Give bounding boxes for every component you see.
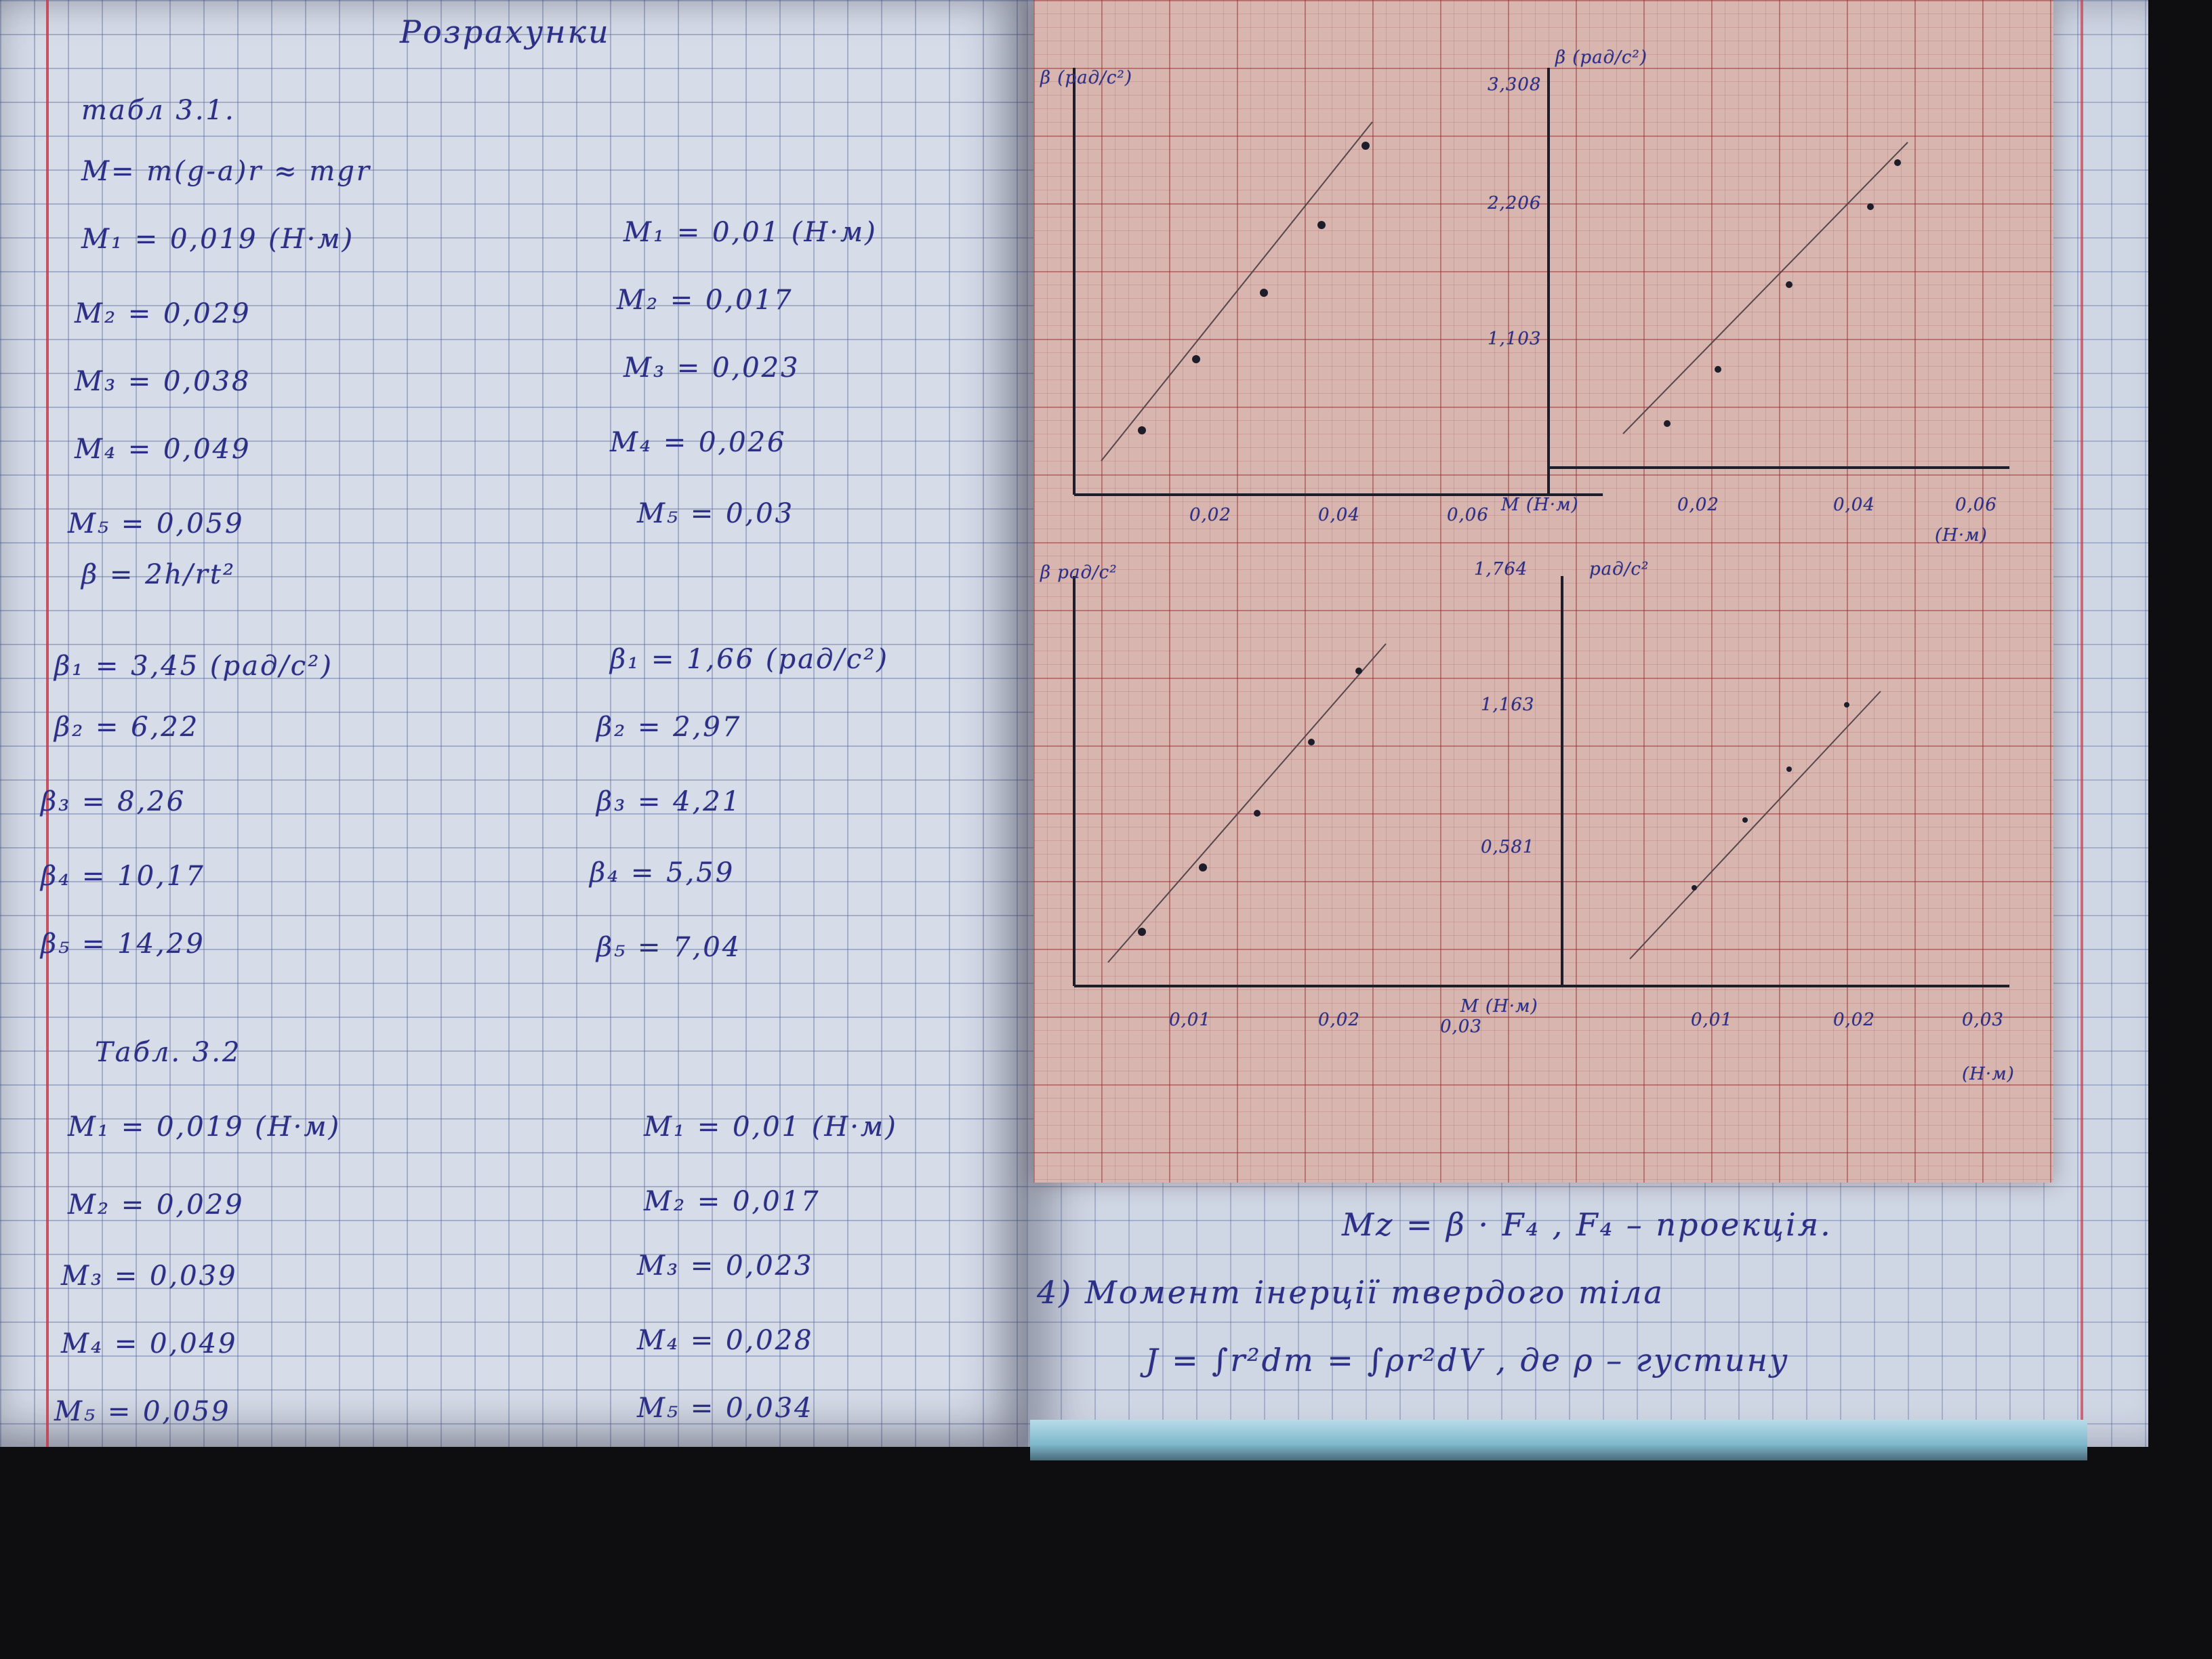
b1-row1: β₁ = 3,45 (рад/с²) [54,651,333,682]
data-point [1715,366,1721,373]
data-point [1361,142,1370,150]
ylabel-tr: β (рад/с²) [1555,47,1647,68]
b1-row2: β₂ = 6,22 [54,712,200,743]
data-point [1317,221,1326,229]
t1c1-row3: M₃ = 0,038 [75,366,251,397]
b2-row4: β₄ = 5,59 [590,857,735,888]
ytick-tr-3: 1,103 [1488,329,1542,349]
fit-line-tr [1622,142,1908,434]
t2c1-row1: M₁ = 0,019 (Н·м) [68,1111,342,1143]
data-point [1692,885,1697,890]
page-heading: Розрахунки [400,14,611,50]
ytick-br-2: 1,163 [1481,695,1535,715]
t2c2-row3: M₃ = 0,023 [637,1250,814,1282]
left-notebook-page [0,0,1027,1447]
xtick-bl-2: 0,02 [1318,1010,1360,1030]
xtick-br-2: 0,02 [1833,1010,1875,1030]
xunit-br: (Н·м) [1962,1064,2015,1084]
b2-row2: β₂ = 2,97 [596,712,742,743]
t1c2-row4: M₄ = 0,026 [610,427,787,458]
b1-row5: β₅ = 14,29 [41,928,205,960]
data-point [1138,426,1146,434]
fit-line-tl [1101,121,1373,462]
ytick-br-3: 0,581 [1481,837,1535,857]
xtick-bl-1: 0,01 [1169,1010,1211,1030]
ylabel-tl: β (рад/с²) [1040,68,1132,88]
rp-line1: Mz = β · F₄ , F₄ – проекція. [1342,1206,1832,1243]
b1-row3: β₃ = 8,26 [41,786,186,817]
t2c1-row5: M₅ = 0,059 [54,1396,231,1427]
data-point [1308,739,1315,745]
t1c2-row1: M₁ = 0,01 (Н·м) [623,217,878,248]
data-point [1138,928,1146,936]
left-margin-line [46,0,49,1447]
t2c1-row3: M₃ = 0,039 [61,1261,238,1292]
data-point [1199,863,1207,872]
t1c1-row5: M₅ = 0,059 [68,508,245,539]
xtick-tl-1: 0,02 [1189,505,1231,525]
xtick-br-1: 0,01 [1691,1010,1733,1030]
b1-row4: β₄ = 10,17 [41,861,205,892]
t1c2-row2: M₂ = 0,017 [617,285,794,316]
t2c2-row4: M₄ = 0,028 [637,1325,814,1356]
data-point [1867,203,1874,210]
xtick-bl-3: 0,03 [1440,1017,1482,1037]
t1c1-row4: M₄ = 0,049 [75,434,251,465]
data-point [1786,281,1793,288]
xtick-tl-3: 0,06 [1447,505,1489,525]
data-point [1260,289,1268,297]
data-point [1894,159,1901,166]
fit-line-br [1629,691,1881,960]
t1c1-row2: M₂ = 0,029 [75,298,251,329]
blue-cloth-edge [1030,1420,2087,1460]
data-point [1192,355,1200,363]
fit-line-bl [1107,643,1387,963]
xtick-tr-1: 0,02 [1677,495,1719,515]
t2c2-row2: M₂ = 0,017 [644,1186,821,1217]
table2-label: Табл. 3.2 [95,1037,242,1068]
xtick-tl-2: 0,04 [1318,505,1360,525]
b2-row5: β₅ = 7,04 [596,932,742,963]
table1-label: табл 3.1. [81,95,236,126]
rp-line3: J = ∫r²dm = ∫ρr²dV , де ρ – густину [1145,1342,1790,1378]
t1c2-row3: M₃ = 0,023 [623,352,800,384]
beta-formula: β = 2h/rt² [81,559,236,590]
data-point [1742,817,1748,823]
ytick-tr-1: 3,308 [1488,75,1542,95]
t2c1-row4: M₄ = 0,049 [61,1328,238,1359]
ylabel-bl: β рад/с² [1040,562,1118,583]
right-margin-line [2081,0,2083,1447]
ylabel-br: рад/с² [1589,559,1650,579]
data-point [1254,810,1261,817]
rp-line2: 4) Момент інерції твердого тіла [1037,1274,1664,1311]
data-point [1355,668,1362,674]
t1c2-row5: M₅ = 0,03 [637,498,795,529]
xtick-tr-2: 0,04 [1833,495,1875,515]
xunit-tr: (Н·м) [1935,525,1988,546]
t2c2-row5: M₅ = 0,034 [637,1393,814,1424]
data-point [1664,420,1671,427]
data-point [1786,766,1792,772]
t1c1-row1: M₁ = 0,019 (Н·м) [81,224,355,255]
xtick-tr-3: 0,06 [1955,495,1997,515]
b2-row3: β₃ = 4,21 [596,786,742,817]
moment-formula: M= m(g-a)r ≈ mgr [81,156,372,187]
xtick-br-3: 0,03 [1962,1010,2004,1030]
t2c2-row1: M₁ = 0,01 (Н·м) [644,1111,898,1143]
ytick-tr-2: 2,206 [1488,193,1542,213]
xunit-tl: M (Н·м) [1501,495,1579,515]
t2c1-row2: M₂ = 0,029 [68,1189,245,1221]
graphs-svg [1073,68,2009,987]
b2-row1: β₁ = 1,66 (рад/с²) [610,644,889,675]
ytick-br-1: 1,764 [1474,559,1528,579]
data-point [1844,702,1849,708]
graph-paper-sheet: β (рад/с²) 0,02 0,04 0,06 M (Н·м) β (рад… [1033,0,2053,1183]
xunit-bl: M (Н·м) [1460,996,1538,1017]
